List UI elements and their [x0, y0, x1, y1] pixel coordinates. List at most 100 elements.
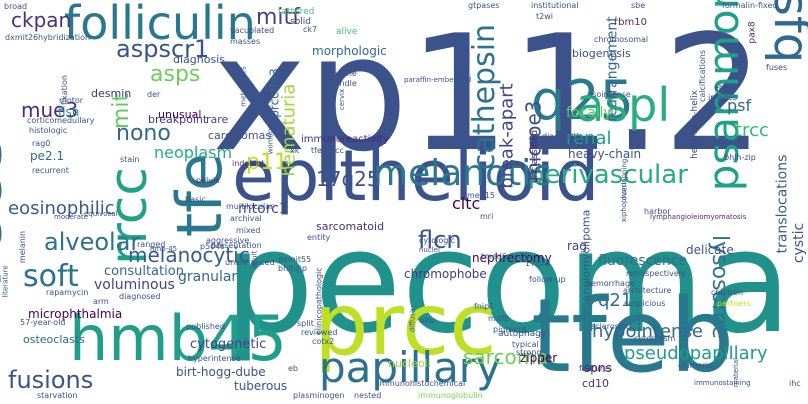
word-folliculin: folliculin [64, 0, 256, 50]
word-ranged: ranged [137, 240, 166, 249]
word-harbor: harbor [644, 207, 671, 216]
word-tfe3prcc: tfe3prcc [311, 146, 344, 155]
word-immunoglobulin: immunoglobulin [418, 391, 483, 400]
word-bhlhzip: bhlhzip [278, 264, 307, 273]
word-mitfb: mitfb [488, 314, 510, 323]
word-masses: masses [230, 37, 261, 46]
word-suspicious: suspicious [624, 299, 666, 308]
word-autophagy: autophagy [498, 329, 547, 339]
word-zipper: zipper [520, 351, 558, 365]
word-pe2-1: pe2.1 [30, 149, 65, 163]
word-rbm10: rbm10 [614, 17, 647, 28]
word-cotx2: cotx2 [312, 337, 335, 346]
word-fluorescence: fluorescence [598, 253, 688, 269]
word-tfeb: tfeb [531, 277, 735, 396]
word-hemorrhage: hemorrhage [586, 279, 635, 288]
word-morphologic: morphologic [312, 44, 387, 58]
word-nono: nono [116, 121, 171, 146]
word-papillary: papillary [319, 343, 501, 392]
word-focally: focally [566, 105, 612, 121]
word-asps: asps [150, 62, 201, 87]
word-partners: partners [717, 299, 751, 308]
word-stain: stain [120, 155, 140, 164]
word-xk: xk [290, 146, 300, 155]
word-rapamycin: rapamycin [46, 288, 89, 297]
word-mitf: mitf [256, 5, 300, 30]
word-archival: archival [230, 214, 262, 223]
word-breakpoint: breakpoint [148, 113, 208, 126]
word-diagnostic: diagnostic [542, 132, 584, 141]
word-pigment: pigment [493, 325, 527, 334]
word-reviewed: reviewed [301, 328, 338, 337]
word-diagnosis: diagnosis [173, 53, 225, 66]
word-fusions: fusions [8, 366, 94, 394]
word-published: published [186, 322, 225, 331]
word-heavy-chain: heavy-chain [568, 147, 642, 161]
word-pelvis: pelvis [196, 176, 220, 185]
word-xiphophorus: xiphophorus [620, 178, 629, 223]
word-images: images [708, 93, 738, 102]
word-hypointense: hypointense [592, 321, 703, 342]
word-starvation: starvation [37, 391, 78, 400]
word-desmin: desmin [91, 87, 132, 100]
word-rare: rare [206, 113, 229, 126]
word-leucine: leucine [328, 69, 357, 78]
word-strong: strong [516, 348, 542, 357]
word-fish: fish [58, 105, 80, 119]
word-osteoclasts: osteoclasts [23, 333, 85, 346]
word-translocations: translocations [774, 154, 791, 254]
word-corticomedullary: corticomedullary [27, 116, 95, 125]
word-hmb-45: hmb-45 [150, 245, 178, 253]
word-typical: typical [512, 340, 539, 349]
word-equivocal: equivocal [84, 210, 118, 218]
word-xp11-2: xp11.2 [212, 0, 765, 187]
word-basic: basic [185, 195, 206, 204]
word-flcn: flcn [418, 226, 462, 254]
word-plasminogen: plasminogen [293, 391, 345, 400]
word-trcc: trcc [735, 120, 769, 141]
word-motor: motor [59, 96, 84, 105]
word-cytogenetic: cytogenetic [190, 337, 267, 352]
word-moderate: moderate [54, 213, 89, 221]
word-q25: q25 [531, 69, 634, 132]
word-prcc: prcc [314, 275, 497, 375]
word-architecture: architecture [623, 286, 672, 295]
word-arm: arm [93, 297, 109, 306]
word-immunoreactivity: immunoreactivity [301, 134, 389, 145]
word-pseudopapillary: pseudopapillary [624, 343, 768, 364]
word-dxmit26: dxmit26 [5, 33, 39, 42]
word-woman: woman [266, 128, 275, 155]
word-adult: adult [250, 250, 259, 269]
word-follow-up: follow-up [529, 275, 566, 284]
word-aspl: aspl [576, 78, 671, 132]
word-mtorc1: mtorc1 [238, 201, 288, 217]
word-aspscr1: aspscr1 [116, 35, 210, 63]
word-p504s: p504s [200, 242, 225, 251]
word-mri: mri [480, 212, 494, 221]
word-recurrent: recurrent [32, 166, 69, 175]
word-t2wi: t2wi [536, 12, 553, 21]
word-prcctfe3: prcctfe3 [267, 68, 282, 118]
word-nephrectomy: nephrectomy [472, 251, 552, 265]
word-presentation: presentation [211, 241, 262, 250]
word-retrospectively: retrospectively [626, 269, 686, 278]
word-institutional: institutional [531, 1, 579, 10]
word-soft: soft [23, 259, 79, 294]
word-perivascular: perivascular [528, 160, 688, 190]
word-features: features [579, 364, 613, 373]
word-tmed6-cog8: tmed6-cog8 [481, 252, 530, 261]
word-eosinophilic: eosinophilic [8, 198, 115, 219]
word-diffuse: diffuse [408, 308, 417, 333]
word-rag0: rag0 [32, 139, 51, 148]
word-eb: eb [288, 364, 298, 373]
word-voluminous: voluminous [94, 277, 175, 293]
word-sarcomatoid: sarcomatoid [316, 220, 385, 233]
word-chromophobe: chromophobe [404, 267, 487, 281]
word-formalin-fixed: formalin-fixed [722, 1, 778, 10]
word-granular: granular [178, 269, 238, 285]
word-gtpases: gtpases [468, 1, 500, 10]
word-nested: nested [354, 391, 382, 400]
word-paraffin-embedded: paraffin-embedded [404, 76, 472, 84]
word-nuclei: nuclei [419, 246, 440, 254]
word-vacuolated: vacuolated [230, 26, 275, 35]
